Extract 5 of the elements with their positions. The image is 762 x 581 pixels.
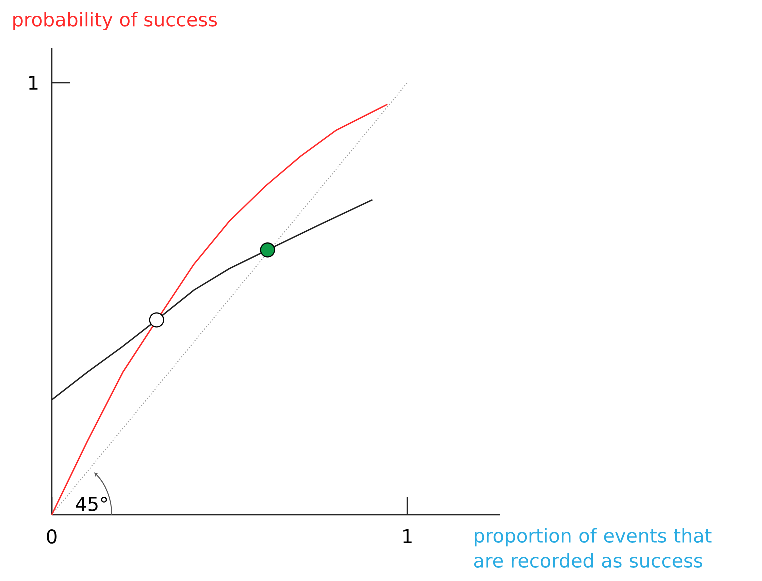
- x-tick-label: 0: [47, 530, 57, 544]
- annotation: 45°: [76, 496, 108, 512]
- x-axis-title: proportion of events that are recorded as success: [474, 528, 712, 568]
- y-axis-title: probability of success: [14, 12, 218, 31]
- text: 1: [29, 76, 38, 90]
